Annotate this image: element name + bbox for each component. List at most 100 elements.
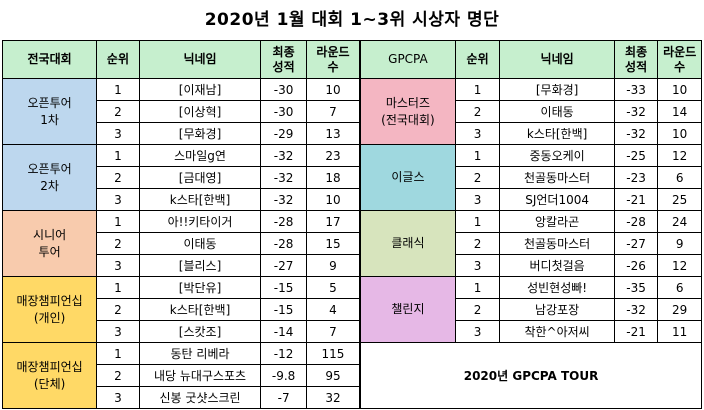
right-group-name: 이글스 (359, 144, 456, 211)
right-header-final-score: 최종 성적 (613, 40, 659, 79)
rounds-cell: 10 (305, 78, 361, 101)
left-header-rounds: 라운드 수 (305, 40, 361, 79)
table-row: 3 [블리스] -27 9 3 버디첫걸음 -26 12 (3, 254, 702, 277)
table-row: 3 신봉 굿샷스크린 -7 32 (3, 386, 702, 409)
score-cell: -28 (613, 210, 659, 233)
score-cell: -14 (260, 320, 307, 343)
rank-cell: 1 (96, 276, 140, 299)
score-cell: -32 (613, 100, 659, 123)
table-row: 매장챔피언십 (개인) 1 [박단유] -15 5 챌린지 1 성빈현성빠! -35 6 (1, 276, 702, 343)
left-group-name: 매장챔피언십 (개인) (1, 276, 98, 343)
score-cell: -25 (613, 144, 659, 167)
nickname-cell: 앙칼라곤 (499, 210, 615, 233)
rounds-cell: 15 (305, 232, 361, 255)
left-header-final-score: 최종 성적 (260, 40, 307, 79)
rank-cell: 2 (454, 100, 501, 123)
rank-cell: 3 (96, 122, 140, 145)
rank-cell: 2 (454, 298, 501, 321)
nickname-cell: 천골동마스터 (499, 166, 615, 189)
score-cell: -12 (260, 342, 307, 365)
rank-cell: 1 (96, 144, 140, 167)
score-cell: -15 (260, 276, 307, 299)
nickname-cell: SJ언더1004 (499, 188, 615, 211)
rounds-cell: 32 (305, 386, 361, 409)
rank-cell: 3 (454, 122, 501, 145)
nickname-cell: 스마일g연 (138, 144, 262, 167)
score-cell: -32 (613, 298, 659, 321)
rounds-cell: 12 (657, 254, 702, 277)
rounds-cell: 115 (305, 342, 361, 365)
rank-cell: 1 (96, 342, 140, 365)
score-cell: -32 (260, 144, 307, 167)
score-cell: -30 (260, 78, 307, 101)
nickname-cell: [무화경] (499, 78, 615, 101)
table-row: 3 k스타[한백] -32 10 3 SJ언더1004 -21 25 (3, 188, 702, 211)
rank-cell: 3 (96, 188, 140, 211)
rank-cell: 2 (96, 100, 140, 123)
nickname-cell: 신봉 굿샷스크린 (138, 386, 262, 409)
rank-cell: 2 (454, 166, 501, 189)
nickname-cell: [무화경] (138, 122, 262, 145)
score-cell: -28 (260, 210, 307, 233)
score-cell: -15 (260, 298, 307, 321)
score-cell: -28 (260, 232, 307, 255)
left-header-event: 전국대회 (1, 40, 98, 79)
rounds-cell: 7 (305, 100, 361, 123)
rounds-cell: 9 (305, 254, 361, 277)
score-cell: -21 (613, 188, 659, 211)
nickname-cell: [금대영] (138, 166, 262, 189)
score-cell: -30 (260, 100, 307, 123)
left-group-name: 매장챔피언십 (단체) (1, 342, 98, 409)
nickname-cell: [블리스] (138, 254, 262, 277)
right-group-name: 챌린지 (359, 276, 456, 343)
table-row: 오픈투어 2차 1 스마일g연 -32 23 이글스 1 중동오케이 -25 12 (1, 144, 702, 211)
score-cell: -9.8 (260, 364, 307, 387)
rounds-cell: 4 (305, 298, 361, 321)
rounds-cell: 10 (305, 188, 361, 211)
score-cell: -32 (260, 166, 307, 189)
right-header-event: GPCPA (359, 40, 456, 79)
nickname-cell: k스타[한백] (138, 188, 262, 211)
nickname-cell: 착한^아저씨 (499, 320, 615, 343)
nickname-cell: 천골동마스터 (499, 232, 615, 255)
rank-cell: 3 (454, 188, 501, 211)
rank-cell: 2 (96, 166, 140, 189)
rounds-cell: 29 (657, 298, 702, 321)
right-header-rank: 순위 (454, 40, 501, 79)
rounds-cell: 6 (657, 276, 702, 299)
rank-cell: 3 (96, 320, 140, 343)
rounds-cell: 23 (305, 144, 361, 167)
awards-table: 전국대회 순위 닉네임 최종 성적 라운드 수 GPCPA 순위 닉네임 최종 성적 라운드 수 오픈투어 1… (1, 40, 703, 409)
table-row: 시니어 투어 1 아!!키타이거 -28 17 클래식 1 앙칼라곤 -28 24 (1, 210, 702, 277)
rounds-cell: 13 (305, 122, 361, 145)
rounds-cell: 95 (305, 364, 361, 387)
table-row: 2 [금대영] -32 18 2 천골동마스터 -23 6 (3, 166, 702, 189)
rank-cell: 1 (454, 210, 501, 233)
nickname-cell: [박단유] (138, 276, 262, 299)
table-row: 2 이태동 -28 15 2 천골동마스터 -27 9 (3, 232, 702, 255)
rank-cell: 2 (96, 364, 140, 387)
rank-cell: 1 (96, 78, 140, 101)
rounds-cell: 12 (657, 144, 702, 167)
score-cell: -32 (260, 188, 307, 211)
score-cell: -35 (613, 276, 659, 299)
right-group-name: 클래식 (359, 210, 456, 277)
score-cell: -23 (613, 166, 659, 189)
rank-cell: 2 (96, 232, 140, 255)
score-cell: -26 (613, 254, 659, 277)
nickname-cell: 아!!키타이거 (138, 210, 262, 233)
right-header-rounds: 라운드 수 (657, 40, 702, 79)
nickname-cell: 남강포장 (499, 298, 615, 321)
score-cell: -27 (613, 232, 659, 255)
right-header-nickname: 닉네임 (499, 40, 615, 79)
score-cell: -7 (260, 386, 307, 409)
rounds-cell: 6 (657, 166, 702, 189)
page-title: 2020년 1월 대회 1~3위 시상자 명단 (204, 10, 500, 30)
table-row: 2 [이상혁] -30 7 2 이태동 -32 14 (3, 100, 702, 123)
right-group-name: 마스터즈 (전국대회) (359, 78, 456, 145)
rounds-cell: 9 (657, 232, 702, 255)
left-header-nickname: 닉네임 (138, 40, 262, 79)
nickname-cell: k스타[한백] (138, 298, 262, 321)
rounds-cell: 14 (657, 100, 702, 123)
footer-label: 2020년 GPCPA TOUR (359, 342, 703, 409)
